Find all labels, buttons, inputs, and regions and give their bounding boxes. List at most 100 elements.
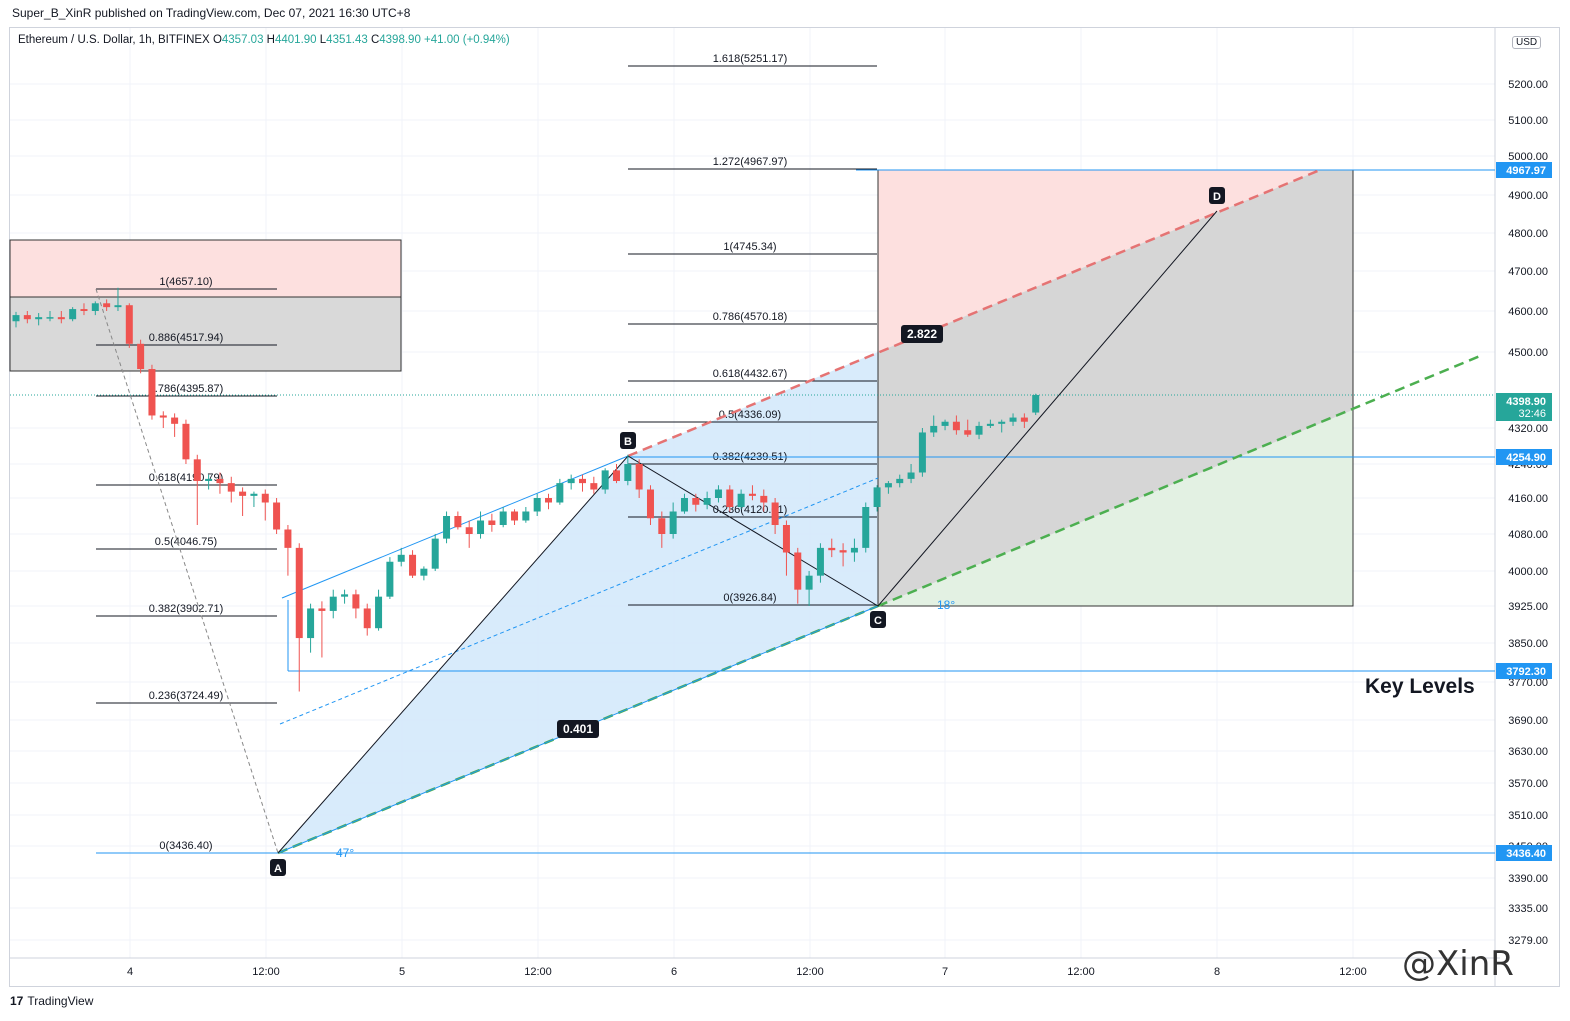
candle-body <box>579 478 586 484</box>
key-levels-annotation: Key Levels <box>1365 675 1475 698</box>
y-tick-label: 4080.00 <box>1508 529 1548 541</box>
high-value: 4401.90 <box>274 34 317 46</box>
candle-body <box>114 305 122 308</box>
candle-body <box>930 425 938 433</box>
candle-body <box>250 493 258 496</box>
y-tick-label: 3630.00 <box>1508 746 1548 758</box>
pattern-fill-abc <box>278 352 878 853</box>
candle-body <box>375 596 383 629</box>
candle-body <box>443 516 451 539</box>
fib-label-right: 0.618(4432.67) <box>713 368 788 380</box>
x-tick-label: 12:00 <box>1067 966 1095 978</box>
price-tag-value: 4967.97 <box>1506 165 1546 177</box>
candle-body <box>205 478 213 481</box>
candle-body <box>239 491 247 496</box>
x-tick-label: 4 <box>127 966 133 978</box>
candle-body <box>692 498 700 505</box>
candle-body <box>57 317 65 320</box>
x-tick-label: 12:00 <box>1339 966 1367 978</box>
support-trendline-ext <box>877 354 1481 608</box>
candle-body <box>1020 417 1028 422</box>
candle-body <box>862 507 870 548</box>
price-tag-box <box>1496 162 1552 178</box>
candle-body <box>556 483 564 503</box>
pattern-point-label: B <box>624 436 632 448</box>
candle-body <box>964 430 972 435</box>
candle-body <box>782 525 790 553</box>
y-tick-label: 3570.00 <box>1508 778 1548 790</box>
high-label: H <box>266 34 275 46</box>
candle-body <box>307 608 315 639</box>
y-tick-label: 4900.00 <box>1508 190 1548 202</box>
y-tick-label: 5000.00 <box>1508 151 1548 163</box>
fib-label-right: 0.5(4336.09) <box>719 409 781 421</box>
tradingview-logo-icon[interactable]: 17 <box>10 994 24 1008</box>
candle-body <box>227 483 235 492</box>
candle-body <box>624 464 632 481</box>
fib-label-left: 0.786(4395.87) <box>149 383 224 395</box>
ohlc-legend: Ethereum / U.S. Dollar, 1h, BITFINEX O43… <box>18 34 510 46</box>
x-tick-label: 5 <box>399 966 405 978</box>
candle-body <box>918 432 926 473</box>
candle-body <box>1032 395 1040 413</box>
price-tag-box <box>1496 663 1552 679</box>
y-tick-label: 4000.00 <box>1508 566 1548 578</box>
candle-body <box>737 493 745 507</box>
candle-body <box>635 464 643 490</box>
candle-body <box>998 421 1006 424</box>
fib-label-right: 0(3926.84) <box>723 592 776 604</box>
y-tick-label: 5200.00 <box>1508 79 1548 91</box>
candle-body <box>884 483 892 488</box>
candle-body <box>295 547 303 639</box>
candle-body <box>896 478 904 484</box>
candle-body <box>193 459 201 481</box>
candle-body <box>612 470 620 481</box>
candle-body <box>975 425 983 435</box>
candle-body <box>669 511 677 534</box>
candle-body <box>216 478 224 484</box>
candle-body <box>91 303 99 311</box>
candle-body <box>318 608 326 611</box>
candle-body <box>941 421 949 426</box>
candle-body <box>680 498 688 512</box>
x-tick-label: 6 <box>671 966 677 978</box>
ratio-box <box>557 720 599 738</box>
candle-body <box>771 502 779 525</box>
candle-body <box>273 502 281 530</box>
candle-body <box>794 552 802 590</box>
pattern-point-marker <box>620 432 636 449</box>
x-tick-label: 7 <box>942 966 948 978</box>
price-tag-countdown: 32:46 <box>1518 408 1546 420</box>
change-value: +41.00 (+0.94%) <box>424 34 510 46</box>
candle-body <box>714 489 722 498</box>
publish-caption: Super_B_XinR published on TradingView.co… <box>12 6 411 20</box>
currency-button[interactable]: USD <box>1512 36 1542 49</box>
price-tag-box <box>1496 393 1552 421</box>
supply-zone-box <box>9 239 402 298</box>
candle-body <box>159 415 167 418</box>
candle-body <box>125 305 133 344</box>
symbol-title[interactable]: Ethereum / U.S. Dollar, 1h, BITFINEX <box>18 34 210 46</box>
candle-body <box>760 495 768 503</box>
candle-body <box>986 423 994 426</box>
candle-body <box>590 483 598 490</box>
x-tick-label: 12:00 <box>524 966 552 978</box>
footer-brand[interactable]: TradingView <box>27 994 94 1008</box>
candle-body <box>533 498 541 512</box>
channel-mid <box>279 477 879 725</box>
candle-body <box>261 493 269 503</box>
watermark-text: @XinR <box>1402 944 1514 984</box>
candle-body <box>499 511 507 525</box>
price-tag-value: 3792.30 <box>1506 666 1546 678</box>
fib-label-left: 0.236(3724.49) <box>149 690 224 702</box>
ratio-box <box>901 325 943 343</box>
candle-body <box>409 554 417 576</box>
candle-body <box>431 538 439 569</box>
fib-label-left: 0.5(4046.75) <box>155 536 217 548</box>
candle-body <box>839 550 847 553</box>
fib-label-left: 0.886(4517.94) <box>149 332 224 344</box>
pattern-point-marker <box>1209 187 1225 204</box>
y-tick-label: 3690.00 <box>1508 715 1548 727</box>
y-tick-label: 4800.00 <box>1508 228 1548 240</box>
